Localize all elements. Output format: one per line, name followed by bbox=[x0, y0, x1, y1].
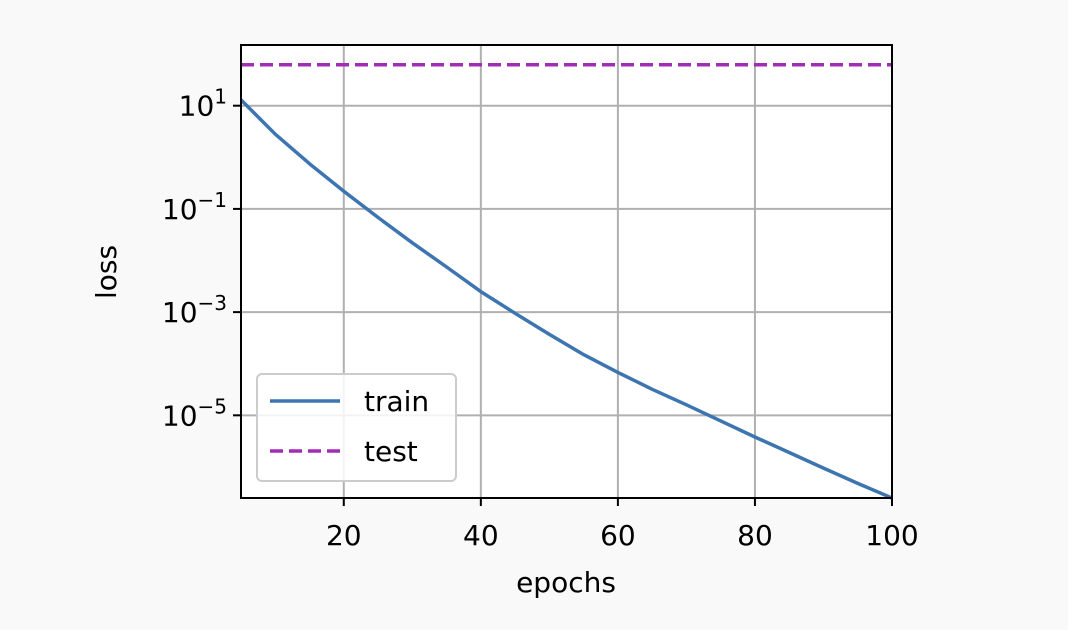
x-tick-label: 60 bbox=[600, 519, 636, 552]
legend: train test bbox=[256, 373, 457, 482]
plot-frame bbox=[240, 44, 893, 499]
x-tick-label: 80 bbox=[737, 519, 773, 552]
x-axis-label: epochs bbox=[516, 566, 616, 599]
x-axis-ticks: 20 40 60 80 100 bbox=[326, 498, 919, 552]
legend-train-label: train bbox=[364, 385, 429, 418]
y-tick-label: 10−3 bbox=[162, 291, 227, 329]
legend-test-label: test bbox=[364, 435, 418, 468]
y-axis-ticks: 101 10−1 10−3 10−5 bbox=[162, 85, 241, 432]
y-tick-label: 10−1 bbox=[162, 188, 227, 226]
x-tick-label: 20 bbox=[326, 519, 362, 552]
y-axis-label: loss bbox=[90, 245, 123, 299]
series-layer bbox=[239, 63, 893, 500]
y-tick-label: 101 bbox=[179, 85, 227, 123]
x-tick-label: 100 bbox=[865, 519, 918, 552]
series-train-line bbox=[239, 98, 893, 500]
y-tick-label: 10−5 bbox=[162, 394, 227, 432]
x-tick-label: 40 bbox=[463, 519, 499, 552]
